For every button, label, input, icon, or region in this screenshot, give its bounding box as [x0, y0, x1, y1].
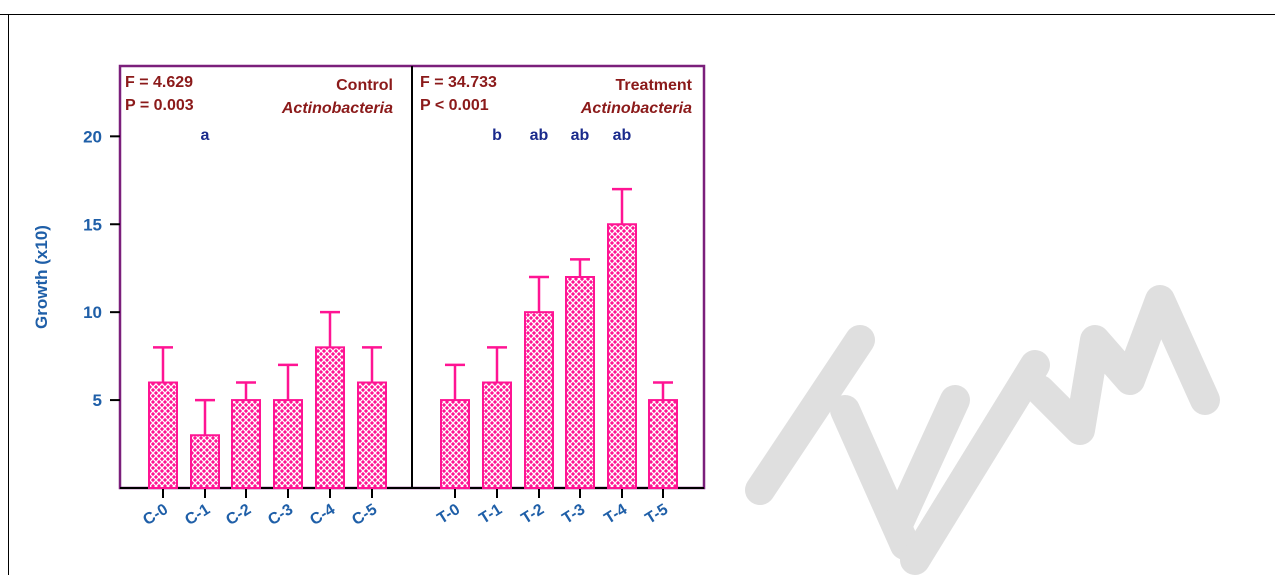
y-tick-label: 10 — [83, 303, 102, 322]
bar-C-5 — [357, 381, 387, 489]
bar-T-3 — [565, 276, 595, 489]
x-tick-label: C-3 — [265, 501, 296, 529]
x-tick-label: C-2 — [223, 501, 254, 529]
y-axis: 5 10 15 20 — [83, 127, 120, 410]
bar-C-4 — [315, 346, 345, 490]
panel-title: Control — [336, 77, 393, 94]
panel-title: Treatment — [616, 77, 693, 94]
significance-letter: a — [201, 127, 210, 144]
x-tick-label: T-1 — [476, 501, 505, 528]
significance-letter: ab — [613, 127, 632, 144]
x-tick-label: C-1 — [182, 501, 213, 529]
x-tick-label: T-3 — [559, 501, 588, 528]
y-axis-label: Growth (x10) — [32, 225, 51, 329]
x-axis: C-0 C-1 C-2 C-3 C-4 C-5 T-0 T-1 T-2 T-3 T-4 T-5 — [120, 487, 704, 529]
y-tick-label: 20 — [83, 127, 102, 146]
bar-T-2 — [524, 311, 554, 489]
y-tick-label: 5 — [93, 391, 102, 410]
stat-p-value: P = 0.003 — [125, 97, 194, 114]
x-tick-label: C-5 — [349, 501, 380, 529]
bar-T-1 — [482, 381, 512, 489]
stat-f-value: F = 4.629 — [125, 74, 193, 91]
x-tick-label: T-2 — [518, 501, 547, 528]
bar-T-0 — [440, 399, 470, 490]
bar-C-0 — [148, 381, 178, 489]
panel-annotations: a F = 4.629 P = 0.003 Control Actinobacteria… — [125, 74, 693, 144]
bar-C-3 — [273, 399, 303, 490]
page-frame-top — [0, 14, 1275, 15]
bar-T-4 — [607, 223, 637, 489]
x-tick-label: T-4 — [601, 501, 630, 528]
stat-f-value: F = 34.733 — [420, 74, 497, 91]
panel-subtitle: Actinobacteria — [281, 100, 393, 117]
bar-T-5 — [648, 399, 678, 490]
panel-subtitle: Actinobacteria — [580, 100, 692, 117]
significance-letter: ab — [530, 127, 549, 144]
y-tick-label: 15 — [83, 215, 102, 234]
significance-letter: ab — [571, 127, 590, 144]
bar-C-1 — [190, 434, 220, 489]
review-watermark — [745, 285, 1220, 575]
page-frame-left — [8, 14, 9, 575]
x-tick-label: T-5 — [642, 501, 671, 528]
x-tick-label: C-4 — [307, 501, 338, 529]
x-tick-label: C-0 — [140, 501, 171, 529]
bar-C-2 — [231, 399, 261, 490]
stat-p-value: P < 0.001 — [420, 97, 489, 114]
x-tick-label: T-0 — [434, 501, 463, 528]
significance-letter: b — [492, 127, 502, 144]
bars-group — [148, 187, 678, 490]
